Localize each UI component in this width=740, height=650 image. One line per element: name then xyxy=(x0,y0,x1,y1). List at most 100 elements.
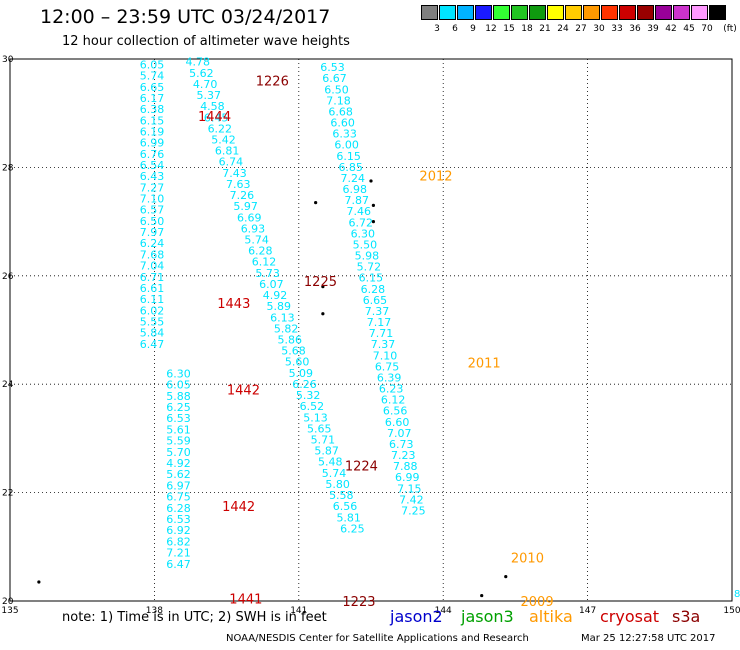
lat-tick-label: 22 xyxy=(2,489,13,499)
footer-credit: NOAA/NESDIS Center for Satellite Applica… xyxy=(226,633,529,644)
wave-height-value: 5.87 xyxy=(314,445,339,458)
wave-height-value: 7.87 xyxy=(345,194,370,207)
legend-swatch xyxy=(637,5,654,20)
island-marker xyxy=(371,220,376,224)
wave-height-value: 6.99 xyxy=(395,471,420,484)
wave-height-value: 5.72 xyxy=(357,261,382,274)
wave-height-value: 6.30 xyxy=(351,227,376,240)
wave-height-value: 6.81 xyxy=(215,145,240,158)
wave-height-value: 6.85 xyxy=(338,161,363,174)
wave-height-value: 6.28 xyxy=(248,245,273,258)
legend-label: 24 xyxy=(557,24,569,34)
legend-swatch xyxy=(709,5,726,20)
wave-height-value: 6.22 xyxy=(208,122,233,135)
wave-height-value: 7.97 xyxy=(140,226,165,239)
wave-height-value: 7.88 xyxy=(393,460,418,473)
wave-height-value: 6.47 xyxy=(140,338,165,351)
wave-height-value: 7.37 xyxy=(365,305,390,318)
wave-height-value: 5.98 xyxy=(355,250,380,263)
legend-label: 12 xyxy=(485,24,497,34)
wave-height-value: 5.82 xyxy=(274,322,299,335)
wave-height-value: 6.15 xyxy=(140,114,165,127)
wave-height-value: 6.00 xyxy=(334,139,359,152)
wave-height-value: 6.60 xyxy=(330,117,355,130)
wave-height-value: 6.05 xyxy=(140,58,165,71)
wave-height-value: 5.62 xyxy=(166,468,191,481)
legend-label: 15 xyxy=(503,24,515,34)
wave-height-value: 6.23 xyxy=(379,383,404,396)
wave-height-value: 6.65 xyxy=(363,294,388,307)
wave-height-value: 7.63 xyxy=(226,178,251,191)
legend-swatch xyxy=(439,5,456,20)
pass-time-label: 2010 xyxy=(511,552,544,567)
wave-height-value: 5.60 xyxy=(285,356,310,369)
legend-label: 42 xyxy=(665,24,677,34)
island-marker xyxy=(480,593,484,598)
wave-height-value: 6.11 xyxy=(140,293,165,306)
wave-height-value: 5.42 xyxy=(211,133,236,146)
satellite-cryosat: cryosat xyxy=(600,607,660,626)
wave-height-value: 6.52 xyxy=(300,400,325,413)
wave-height-value: 6.25 xyxy=(166,401,191,414)
wave-height-value: 6.71 xyxy=(140,271,165,284)
wave-height-value: 6.61 xyxy=(140,282,165,295)
wave-height-value: 7.25 xyxy=(401,504,426,517)
wave-height-value: 6.75 xyxy=(375,360,400,373)
legend-unit: (ft) xyxy=(723,24,737,34)
wave-height-value: 5.73 xyxy=(255,267,280,280)
legend-label: 70 xyxy=(701,24,713,34)
wave-height-value: 5.09 xyxy=(289,367,314,380)
edge-wave-value: 8 xyxy=(734,589,740,600)
wave-height-value: 5.86 xyxy=(278,333,303,346)
satellite-s3a: s3a xyxy=(672,607,701,626)
wave-height-value: 5.48 xyxy=(318,456,343,469)
wave-height-value: 5.71 xyxy=(311,433,336,446)
wave-height-value: 6.97 xyxy=(166,479,191,492)
wave-height-value: 7.43 xyxy=(222,167,247,180)
lon-tick-label: 138 xyxy=(146,606,163,616)
wave-height-value: 5.59 xyxy=(166,435,191,448)
wave-height-value: 6.74 xyxy=(219,156,244,169)
pass-time-label: 1441 xyxy=(229,592,262,607)
wave-height-value: 6.33 xyxy=(332,128,357,141)
wave-height-value: 7.27 xyxy=(140,181,165,194)
wave-height-value: 6.60 xyxy=(385,416,410,429)
wave-height-value: 7.42 xyxy=(399,493,424,506)
wave-height-value: 7.15 xyxy=(397,482,422,495)
wave-height-value: 4.70 xyxy=(193,78,218,91)
wave-height-value: 6.19 xyxy=(140,125,165,138)
wave-height-value: 5.58 xyxy=(329,489,354,502)
legend-label: 45 xyxy=(683,24,695,34)
lon-tick-label: 135 xyxy=(1,606,18,616)
wave-height-value: 6.53 xyxy=(166,412,191,425)
wave-height-value: 7.26 xyxy=(230,189,255,202)
wave-height-value: 7.07 xyxy=(387,427,412,440)
wave-height-value: 6.50 xyxy=(324,83,349,96)
wave-height-value: 4.92 xyxy=(263,289,288,302)
wave-height-value: 6.67 xyxy=(322,72,347,85)
wave-height-value: 5.70 xyxy=(166,446,191,459)
island-marker xyxy=(314,201,318,205)
wave-height-value: 5.80 xyxy=(325,478,350,491)
wave-height-value: 6.28 xyxy=(361,283,386,296)
page-title: 12:00 – 23:59 UTC 03/24/2017 xyxy=(40,6,331,28)
legend-swatch xyxy=(475,5,492,20)
wave-height-value: 5.81 xyxy=(336,511,361,524)
wave-height-value: 4.58 xyxy=(200,100,225,113)
lon-tick-label: 150 xyxy=(723,606,740,616)
pass-time-label: 2012 xyxy=(419,170,452,185)
wave-height-value: 6.02 xyxy=(140,304,165,317)
legend-label: 3 xyxy=(434,24,440,34)
legend-label: 30 xyxy=(593,24,605,34)
wave-height-value: 7.46 xyxy=(347,205,372,218)
wave-height-value: 6.98 xyxy=(342,183,367,196)
wave-height-value: 6.47 xyxy=(166,558,191,571)
wave-height-value: 6.45 xyxy=(204,111,229,124)
island-marker xyxy=(371,203,376,207)
wave-height-value: 6.12 xyxy=(381,394,406,407)
wave-height-value: 6.73 xyxy=(389,438,414,451)
wave-height-value: 6.56 xyxy=(333,500,358,513)
wave-height-value: 5.88 xyxy=(166,390,191,403)
island-marker xyxy=(321,285,325,289)
wave-height-value: 6.56 xyxy=(383,405,408,418)
